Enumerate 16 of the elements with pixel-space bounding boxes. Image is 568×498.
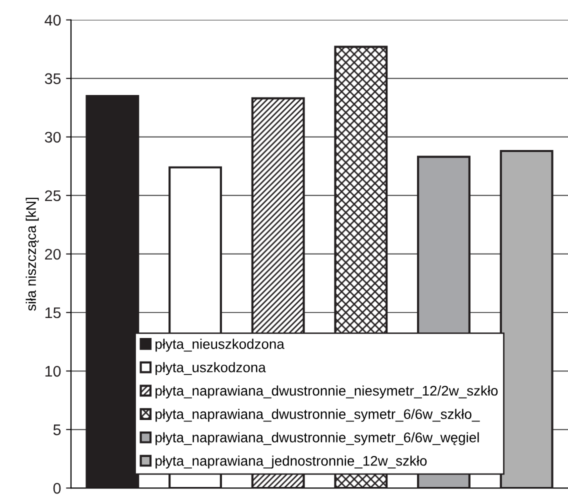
y-tick-label: 35 [44, 73, 61, 84]
y-tick-label: 25 [45, 190, 61, 202]
legend-label: płyta_nieuszkodzona [156, 338, 284, 352]
y-tick-label: 40 [44, 14, 61, 26]
legend-label: płyta_naprawiana_dwustronnie_niesymetr_12/2w_szkło [156, 385, 498, 398]
legend-label: płyta_naprawiana_jednostronnie_12w_szkło [156, 456, 427, 469]
y-tick-label: 15 [45, 308, 61, 318]
legend-label: płyta_naprawiana_dwustronnie_symetr_6/6w_szkło_ [156, 408, 480, 422]
legend-label: płyta_uszkodzona [156, 362, 266, 376]
legend-label: płyta_naprawiana_dwustronnie_symetr_6/6w_węgiel [156, 432, 479, 446]
y-tick-label: 30 [44, 132, 61, 143]
y-tick-label: 10 [45, 366, 61, 377]
y-tick-label: 5 [53, 424, 61, 436]
y-tick-label: 20 [45, 248, 61, 260]
y-tick-label: 0 [53, 482, 61, 494]
y-axis-title: siła niszcząca [kN] [26, 198, 39, 311]
